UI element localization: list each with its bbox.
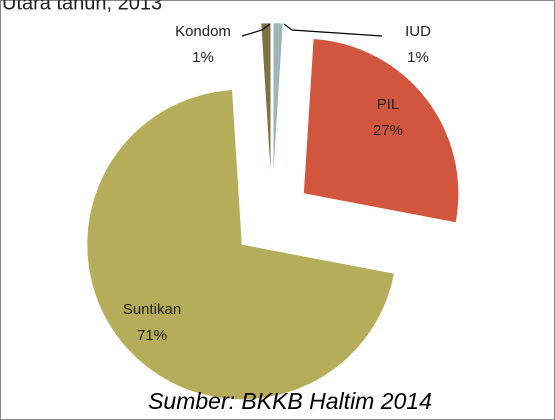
slice-value-label: 1%: [407, 49, 429, 66]
pie-slice: [260, 22, 271, 179]
slice-label: PIL: [377, 96, 400, 113]
slice-value-label: 71%: [137, 327, 167, 344]
pie: IUD 1% PIL 27% Suntikan 71% Kondom 1%: [86, 22, 459, 400]
slice-label: IUD: [405, 23, 431, 40]
source-note: Sumber: BKKB Haltim 2014: [148, 388, 432, 414]
pie-slice: [86, 89, 395, 400]
slice-label: Suntikan: [123, 301, 181, 318]
pie-slice: [303, 38, 459, 223]
slice-value-label: 27%: [373, 122, 403, 139]
leader-line: [283, 23, 383, 37]
leader-line: [241, 23, 271, 37]
chart-title: Utara tahun, 2013: [2, 0, 162, 14]
pie-slice: [273, 22, 284, 179]
slice-value-label: 1%: [192, 49, 214, 66]
slice-label: Kondom: [175, 23, 231, 40]
